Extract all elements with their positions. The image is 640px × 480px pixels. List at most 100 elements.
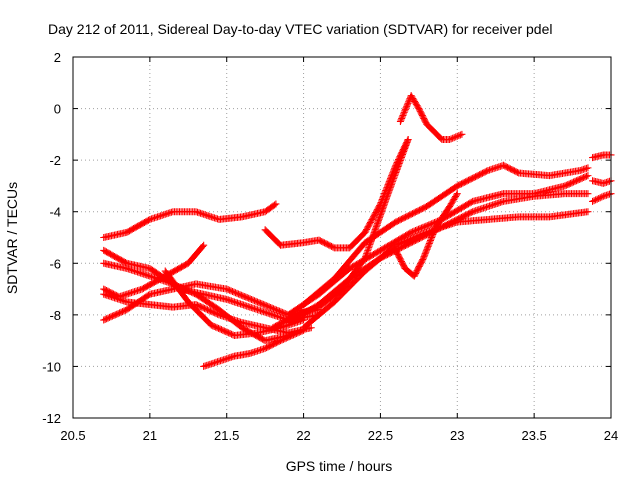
data-point: [214, 310, 222, 318]
data-point: [271, 305, 279, 313]
data-point: [298, 327, 306, 335]
data-point: [403, 101, 411, 109]
x-tick-label: 22.5: [368, 428, 393, 443]
data-point: [429, 231, 437, 239]
data-point: [388, 179, 396, 187]
data-point: [420, 253, 428, 261]
data-point: [236, 291, 244, 299]
data-point: [387, 182, 395, 190]
data-point: [584, 208, 592, 216]
data-point: [385, 187, 393, 195]
data-point: [421, 250, 429, 258]
data-point: [584, 190, 592, 198]
data-point: [412, 233, 420, 241]
data-point: [418, 230, 426, 238]
data-point: [513, 168, 521, 176]
data-series: [392, 190, 461, 280]
data-point: [277, 308, 285, 316]
data-point: [446, 136, 454, 144]
data-point: [589, 197, 597, 205]
data-point: [421, 229, 429, 237]
data-point: [428, 234, 436, 241]
data-point: [400, 110, 408, 118]
data-point: [242, 293, 250, 301]
data-point: [397, 155, 405, 163]
data-point: [227, 287, 235, 295]
data-point: [414, 232, 422, 240]
data-point: [596, 194, 604, 202]
data-point: [422, 248, 430, 256]
data-point: [467, 208, 475, 216]
data-point: [268, 304, 276, 312]
data-point: [409, 228, 417, 236]
data-point: [272, 200, 280, 208]
data-point: [272, 306, 280, 314]
data-point: [261, 301, 269, 309]
data-point: [145, 291, 153, 299]
x-tick-label: 24: [604, 428, 618, 443]
data-point: [449, 134, 457, 142]
data-point: [384, 190, 392, 198]
data-point: [409, 234, 417, 242]
data-point: [399, 111, 407, 119]
data-point: [396, 117, 404, 125]
data-point: [243, 294, 251, 302]
data-point: [412, 227, 420, 235]
data-point: [414, 225, 422, 233]
data-point: [425, 221, 433, 229]
data-point: [258, 300, 266, 308]
data-point: [229, 288, 237, 296]
data-point: [467, 198, 475, 206]
data-point: [424, 242, 432, 250]
data-point: [274, 307, 282, 315]
chart-title: Day 212 of 2011, Sidereal Day-to-day VTE…: [48, 21, 552, 37]
data-point: [252, 297, 260, 305]
data-series: [100, 200, 280, 241]
data-point: [390, 175, 398, 183]
data-series: [589, 177, 615, 187]
data-point: [390, 173, 398, 181]
data-point: [408, 234, 416, 242]
data-point: [405, 98, 413, 106]
data-point: [452, 133, 460, 141]
data-point: [404, 136, 412, 144]
data-series: [300, 161, 592, 309]
data-point: [386, 185, 394, 193]
data-point: [234, 290, 242, 298]
data-point: [398, 113, 406, 121]
data-point: [423, 222, 431, 230]
data-point: [413, 226, 421, 234]
x-tick-label: 23: [450, 428, 464, 443]
x-tick-label: 20.5: [60, 428, 85, 443]
data-point: [426, 236, 434, 244]
data-point: [419, 223, 427, 231]
data-point: [280, 309, 288, 317]
plot-frame: [72, 56, 612, 419]
data-point: [404, 99, 412, 107]
data-point: [401, 107, 409, 115]
data-point: [426, 220, 434, 228]
data-series: [300, 208, 592, 332]
data-point: [428, 232, 436, 240]
data-point: [426, 238, 434, 246]
x-tick-label: 22: [296, 428, 310, 443]
data-point: [458, 130, 466, 138]
data-point: [424, 244, 432, 252]
data-point: [248, 296, 256, 304]
data-point: [397, 154, 405, 162]
data-point: [455, 132, 463, 140]
data-point: [255, 299, 263, 307]
data-point: [429, 229, 437, 237]
data-point: [584, 172, 592, 180]
data-point: [256, 299, 264, 307]
data-point: [399, 151, 407, 159]
data-point: [395, 161, 403, 169]
data-point: [399, 149, 407, 157]
y-tick-label: 2: [54, 50, 61, 65]
data-point: [404, 137, 412, 145]
data-point: [275, 307, 283, 315]
data-point: [395, 160, 403, 168]
data-point: [483, 167, 491, 175]
data-point: [246, 295, 254, 303]
data-point: [265, 303, 273, 311]
